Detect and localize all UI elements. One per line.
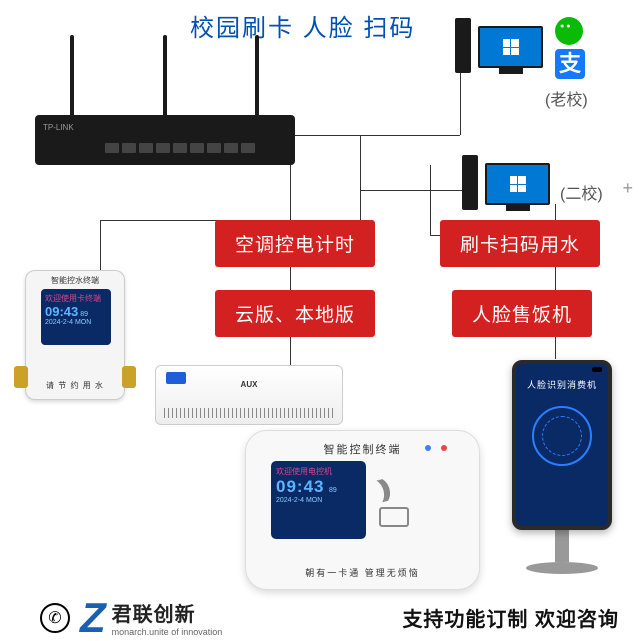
ac-brand: AUX xyxy=(241,380,258,389)
router-ports xyxy=(105,143,255,153)
footer-tagline: 支持功能订制 欢迎咨询 xyxy=(402,603,619,632)
pc-tower-icon xyxy=(455,18,471,73)
led-blue-icon xyxy=(425,445,431,451)
wire-down-main xyxy=(360,135,361,220)
payment-icons: 支 xyxy=(555,17,585,79)
stand-neck xyxy=(555,530,569,562)
brand-cn: 君联创新 xyxy=(112,598,223,627)
stand-base xyxy=(526,562,598,574)
antenna-icon xyxy=(70,35,74,120)
face-scan-icon xyxy=(532,406,592,466)
ac-energy-label-icon xyxy=(166,372,186,384)
wire-router-pc1 xyxy=(295,135,460,136)
router-device: TP-LINK xyxy=(35,30,295,165)
water-title: 智能控水终端 xyxy=(26,275,124,286)
logo-icon: Z xyxy=(80,601,106,635)
monitor-icon xyxy=(485,163,550,205)
face-screen: 人脸识别消费机 xyxy=(512,360,612,530)
elec-slogan: 朝有一卡通 管理无烦恼 xyxy=(246,566,479,579)
box-cloud-local: 云版、本地版 xyxy=(215,290,375,337)
face-pos-device: 人脸识别消费机 xyxy=(512,360,612,574)
pc1-label: (老校) xyxy=(545,86,588,110)
brand-block: 君联创新 monarch.unite of innovation xyxy=(112,598,223,637)
router-body: TP-LINK xyxy=(35,115,295,165)
elec-controller: 智能控制终端 欢迎使用电控机 09:43 89 2024-2-4 MON )))… xyxy=(245,430,480,590)
phone-icon: ✆ xyxy=(40,603,70,633)
router-brand-label: TP-LINK xyxy=(43,123,74,132)
plus-icon: + xyxy=(622,178,633,199)
title-part-2: 人脸 xyxy=(303,15,355,42)
antenna-icon xyxy=(255,35,259,120)
faucet-icon xyxy=(122,366,136,388)
antenna-icon xyxy=(163,35,167,120)
title-part-3: 扫码 xyxy=(363,15,415,42)
water-date: 2024-2-4 MON xyxy=(45,319,107,326)
pc2 xyxy=(462,155,550,210)
elec-date: 2024-2-4 MON xyxy=(276,497,361,504)
card-reader-zone: ))) xyxy=(379,476,454,531)
water-screen: 欢迎使用卡终端 09:43 89 2024-2-4 MON xyxy=(41,289,111,345)
footer: ✆ Z 君联创新 monarch.unite of innovation 支持功… xyxy=(40,598,619,637)
water-time: 09:43 xyxy=(45,304,78,319)
ac-unit: AUX xyxy=(155,365,343,425)
box-face-pos: 人脸售饭机 xyxy=(452,290,592,337)
wire-pc1-up xyxy=(460,65,461,135)
brand-en: monarch.unite of innovation xyxy=(112,627,223,637)
pc1 xyxy=(455,18,543,73)
wechat-icon xyxy=(555,17,583,45)
ac-vent xyxy=(164,408,334,418)
faucet-icon xyxy=(14,366,28,388)
elec-screen: 欢迎使用电控机 09:43 89 2024-2-4 MON xyxy=(271,461,366,539)
rfid-waves-icon: ))) xyxy=(375,476,388,505)
monitor-icon xyxy=(478,26,543,68)
elec-time: 09:43 xyxy=(276,477,324,496)
elec-welcome: 欢迎使用电控机 xyxy=(276,466,361,477)
card-icon xyxy=(379,507,409,527)
alipay-icon: 支 xyxy=(555,49,585,79)
box-water-card: 刷卡扫码用水 xyxy=(440,220,600,267)
water-slogan: 请 节 约 用 水 xyxy=(26,380,124,391)
wire-to-pc2 xyxy=(360,190,465,191)
pc2-label: (二校) xyxy=(560,180,603,204)
box-ac-timer: 空调控电计时 xyxy=(215,220,375,267)
wire-to-water xyxy=(100,220,101,270)
pc-tower-icon xyxy=(462,155,478,210)
led-red-icon xyxy=(441,445,447,451)
wire-water-box-v xyxy=(430,165,431,235)
camera-icon xyxy=(592,367,602,372)
water-controller: 智能控水终端 欢迎使用卡终端 09:43 89 2024-2-4 MON 请 节… xyxy=(25,270,125,400)
water-welcome: 欢迎使用卡终端 xyxy=(45,293,107,304)
